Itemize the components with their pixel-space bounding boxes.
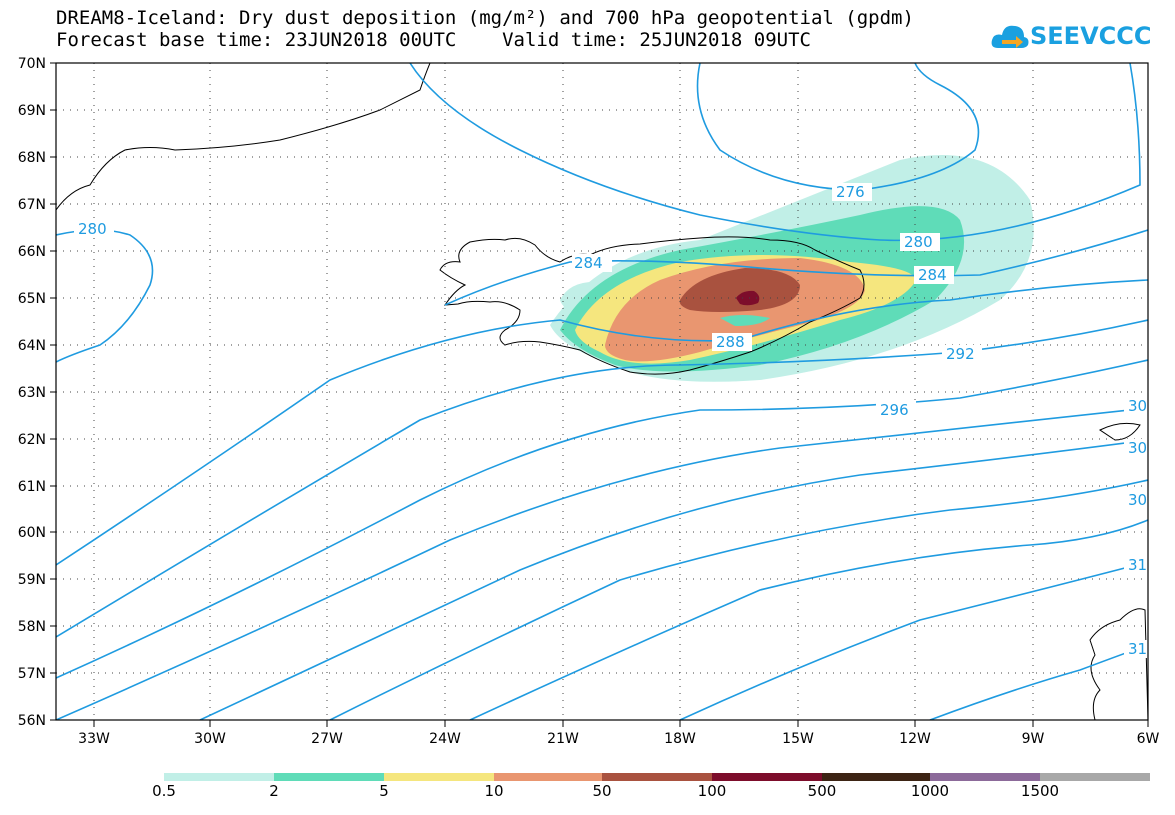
contour-label: 31 (1128, 556, 1147, 574)
lat-label: 68N (18, 150, 46, 166)
lon-label: 15W (782, 731, 814, 747)
contour-label: 280 (78, 220, 107, 238)
lon-label: 9W (1022, 731, 1045, 747)
legend-swatch (1040, 773, 1150, 781)
contour-288 (56, 279, 1148, 566)
legend-label: 0.5 (152, 782, 176, 800)
lon-label: 30W (194, 731, 226, 747)
contour-284 (444, 229, 1148, 306)
lat-label: 63N (18, 385, 46, 401)
legend-swatch (164, 773, 274, 781)
lon-label: 6W (1137, 731, 1160, 747)
chart-subtitle: Forecast base time: 23JUN2018 00UTC Vali… (56, 29, 811, 51)
chart-title: DREAM8-Iceland: Dry dust deposition (mg/… (56, 7, 914, 29)
legend-label: 500 (807, 782, 837, 800)
contour-label: 276 (836, 183, 865, 201)
legend-label: 50 (592, 782, 612, 800)
contour-label: 288 (716, 333, 745, 351)
lat-label: 69N (18, 103, 46, 119)
lon-label: 27W (311, 731, 343, 747)
iceland-coast (439, 236, 865, 375)
legend-swatch (384, 773, 494, 781)
greenland-coast (56, 63, 431, 211)
lat-label: 61N (18, 479, 46, 495)
lat-label: 62N (18, 432, 46, 448)
lat-label: 60N (18, 525, 46, 541)
lat-label: 59N (18, 572, 46, 588)
contour-label: 30 (1128, 491, 1147, 509)
latitude-labels: 70N 69N 68N 67N 66N 65N 64N 63N 62N 61N … (18, 56, 46, 729)
geopotential-contours (56, 63, 1148, 720)
lon-label: 12W (899, 731, 931, 747)
contour-276 (696, 63, 980, 191)
contour-296 (56, 359, 1148, 679)
lat-label: 67N (18, 197, 46, 213)
legend-label: 5 (379, 782, 389, 800)
lat-label: 57N (18, 666, 46, 682)
lat-label: 58N (18, 619, 46, 635)
logo-text: SEEVCCC (1030, 22, 1152, 50)
dust-clear-patch (720, 315, 770, 326)
contour-308 (329, 479, 1148, 720)
legend-swatch (712, 773, 822, 781)
contour-304 (199, 439, 1148, 720)
legend-label: 1500 (1020, 782, 1060, 800)
contour-292 (56, 319, 1148, 638)
legend-label: 1000 (910, 782, 950, 800)
contour-label: 30 (1128, 397, 1147, 415)
legend-label: 2 (269, 782, 279, 800)
contour-280-west (56, 229, 154, 363)
lat-label: 65N (18, 291, 46, 307)
contour-label: 30 (1128, 439, 1147, 457)
contour-label: 296 (880, 401, 909, 419)
contour-312 (469, 519, 1148, 720)
contour-label: 31 (1128, 640, 1147, 658)
contour-280 (409, 63, 1141, 242)
contour-label: 284 (918, 266, 947, 284)
contour-320 (929, 644, 1148, 720)
contour-labels: 280 284 276 280 284 288 292 296 30 30 30… (74, 183, 1148, 658)
contour-316 (679, 561, 1148, 720)
cloud-logo-icon (991, 25, 1029, 48)
contour-label: 280 (904, 233, 933, 251)
lon-label: 21W (547, 731, 579, 747)
legend-label: 100 (697, 782, 727, 800)
legend-colorbar (164, 773, 1150, 781)
lon-label: 18W (664, 731, 696, 747)
dust-deposition-field (550, 155, 1034, 382)
legend-swatch (602, 773, 712, 781)
lat-label: 56N (18, 713, 46, 729)
dust-contour-50 (679, 268, 800, 312)
lon-label: 24W (429, 731, 461, 747)
tick-marks (50, 62, 1149, 727)
legend-swatch (822, 773, 930, 781)
legend-swatch (274, 773, 384, 781)
dust-contour-100 (736, 290, 760, 306)
contour-label: 292 (946, 345, 975, 363)
contour-300 (56, 407, 1148, 720)
seevccc-logo: SEEVCCC (990, 18, 1152, 56)
legend-label: 10 (484, 782, 504, 800)
lat-label: 64N (18, 338, 46, 354)
map-grid (56, 63, 1148, 720)
lon-label: 33W (78, 731, 110, 747)
longitude-labels: 33W 30W 27W 24W 21W 18W 15W 12W 9W 6W (78, 731, 1159, 747)
lat-label: 70N (18, 56, 46, 72)
legend-swatch (930, 773, 1040, 781)
lat-label: 66N (18, 244, 46, 260)
legend-swatch (494, 773, 602, 781)
contour-label: 284 (574, 254, 603, 272)
